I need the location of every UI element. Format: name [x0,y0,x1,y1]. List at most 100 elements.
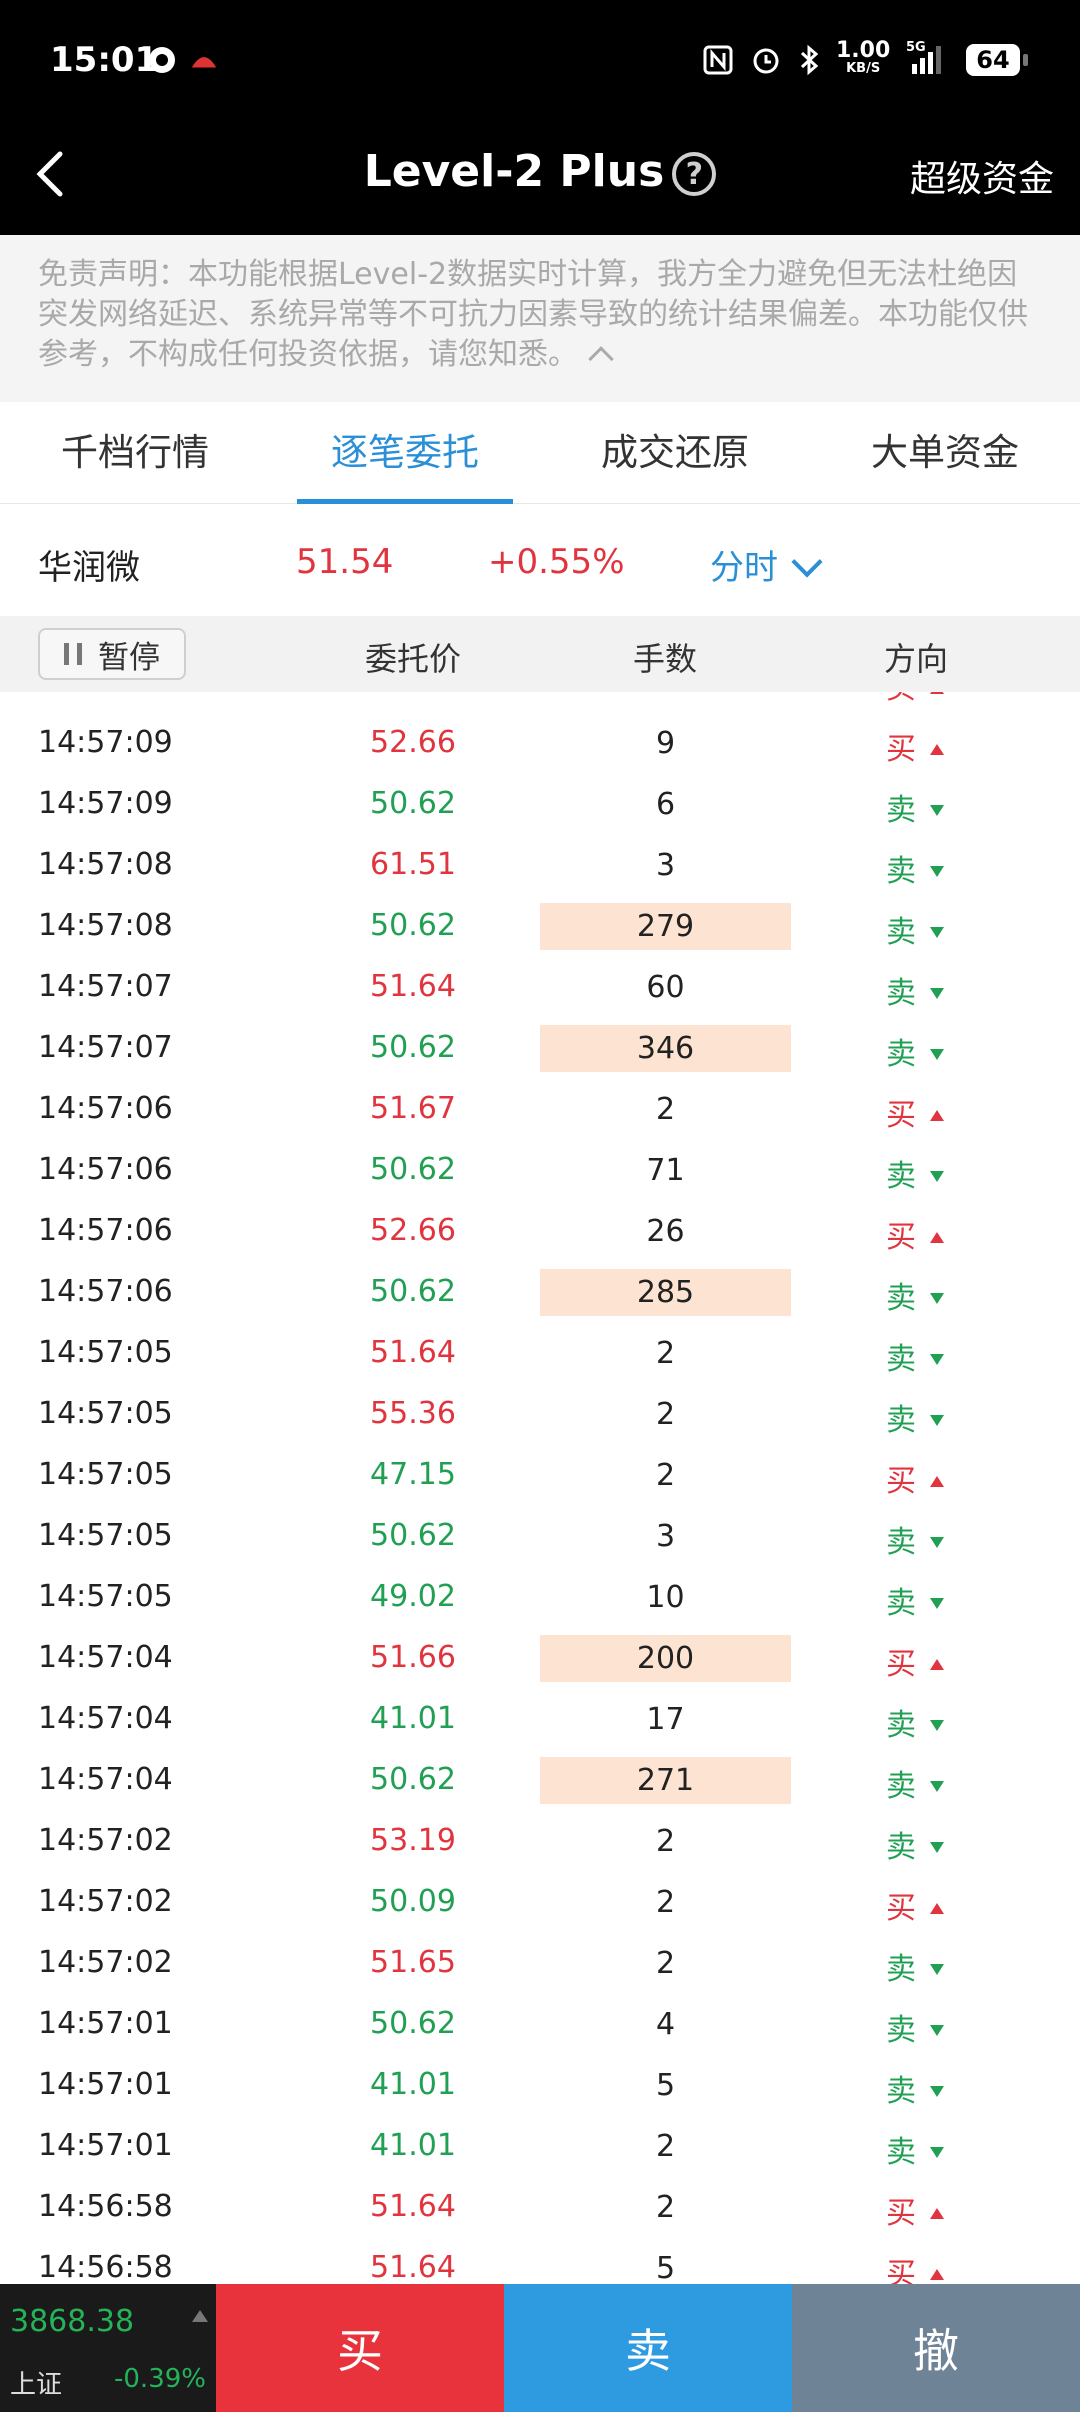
row-direction-label: 买 [886,1464,916,1499]
arrow-down-icon [930,1354,944,1365]
row-time: 14:57:09 [38,786,173,821]
table-row: 14:57:02 53.19 2 卖 [0,1811,1080,1872]
row-time: 14:57:02 [38,1823,173,1858]
row-time: 14:57:01 [38,2006,173,2041]
row-direction-label: 买 [886,2257,916,2284]
row-direction-label: 卖 [886,854,916,889]
super-funds-link[interactable]: 超级资金 [909,159,1054,200]
row-direction-label: 买 [886,1220,916,1255]
row-direction-label: 买 [886,1647,916,1682]
row-time: 14:57:04 [38,1762,173,1797]
row-direction: 卖 [886,2066,944,2110]
table-row: 14:56:58 51.64 5 买 [0,2238,1080,2284]
status-bar: 15:01 1.00 KB/S 5G 64 [0,0,1080,122]
row-qty: 200 [540,1635,791,1682]
row-direction: 卖 [886,907,944,951]
arrow-up-icon [930,692,944,694]
tab-large-order-funds[interactable]: 大单资金 [871,431,1019,474]
tab-bar: 千档行情 逐笔委托 成交还原 大单资金 [0,402,1080,504]
arrow-down-icon [930,1171,944,1182]
row-time: 14:57:06 [38,1274,173,1309]
cancel-order-button[interactable]: 撤 [792,2284,1080,2412]
help-icon[interactable]: ? [672,152,717,196]
row-time: 14:57:06 [38,1152,173,1187]
row-direction: 卖 [886,1761,944,1805]
arrow-up-icon [930,1903,944,1914]
table-row: 14:57:05 51.64 2 卖 [0,1323,1080,1384]
row-qty: 2 [655,2129,676,2164]
tab-order-by-order[interactable]: 逐笔委托 [270,402,540,504]
row-direction-label: 卖 [886,2135,916,2170]
row-price: 55.36 [370,1396,456,1431]
collapse-icon[interactable] [588,346,614,372]
row-price: 52.66 [370,725,456,760]
nfc-icon [702,44,734,76]
stock-name: 华润微 [38,548,140,588]
table-row: 14:57:07 50.62 346 卖 [0,1018,1080,1079]
row-qty: 71 [646,1153,685,1188]
tab-trade-replay[interactable]: 成交还原 [601,431,749,474]
period-selector[interactable]: 分时 [710,540,823,589]
table-row: 14:57:06 50.62 71 卖 [0,1140,1080,1201]
header-qty: 手数 [633,640,698,678]
row-qty: 2 [655,2190,676,2225]
row-qty: 6 [655,787,676,822]
row-direction-label: 买 [886,1098,916,1133]
row-direction: 卖 [886,846,944,890]
back-button[interactable] [22,144,82,204]
index-ticker[interactable]: 3868.38 上证 -0.39% [0,2284,216,2412]
row-direction-label: 卖 [886,2074,916,2109]
row-direction: 买 [886,1456,944,1500]
row-direction-label: 卖 [886,1769,916,1804]
row-price: 51.64 [370,969,456,1004]
arrow-down-icon [930,1049,944,1060]
pause-icon [64,643,82,665]
row-direction: 卖 [886,785,944,829]
stock-change: +0.55% [488,542,625,582]
row-qty: 271 [540,1757,791,1804]
network-speed: 1.00 KB/S [836,38,891,77]
row-qty: 2 [655,1885,676,1920]
index-value: 3868.38 [10,2304,135,2339]
row-direction-label: 卖 [886,1281,916,1316]
row-qty: 279 [540,903,791,950]
row-direction-label: 卖 [886,793,916,828]
row-direction: 卖 [886,1273,944,1317]
row-direction: 卖 [886,1578,944,1622]
arrow-down-icon [930,866,944,877]
row-price: 50.62 [370,1152,456,1187]
order-rows: 14:57:09 51.48 2 买 14:57:09 52.66 9 买 14:57:09 50… [0,692,1080,2284]
tab-depth-quotes[interactable]: 千档行情 [61,431,209,474]
expand-up-icon [192,2310,208,2322]
row-direction-label: 卖 [886,1708,916,1743]
arrow-down-icon [930,927,944,938]
buy-button[interactable]: 买 [216,2284,504,2412]
row-time: 14:57:09 [38,725,173,760]
row-time: 14:56:58 [38,2250,173,2284]
row-direction-label: 买 [886,2196,916,2231]
row-direction: 卖 [886,2127,944,2171]
row-price: 52.66 [370,1213,456,1248]
row-time: 14:57:04 [38,1640,173,1675]
row-price: 50.62 [370,2006,456,2041]
arrow-down-icon [930,1293,944,1304]
order-list[interactable]: 14:57:09 51.48 2 买 14:57:09 52.66 9 买 14:57:09 50… [0,692,1080,2284]
row-direction: 买 [886,1090,944,1134]
row-price: 51.67 [370,1091,456,1126]
row-time: 14:57:05 [38,1457,173,1492]
table-row: 14:57:06 52.66 26 买 [0,1201,1080,1262]
table-row: 14:57:05 47.15 2 买 [0,1445,1080,1506]
row-direction-label: 卖 [886,1830,916,1865]
table-row: 14:57:05 49.02 10 卖 [0,1567,1080,1628]
app-notification-icon [188,44,220,76]
arrow-down-icon [930,1842,944,1853]
row-time: 14:57:01 [38,2128,173,2163]
row-price: 50.62 [370,1762,456,1797]
row-qty: 3 [655,848,676,883]
arrow-up-icon [930,2269,944,2280]
pause-button[interactable]: 暂停 [38,628,186,680]
sell-button[interactable]: 卖 [504,2284,792,2412]
row-time: 14:57:04 [38,1701,173,1736]
disclaimer: 免责声明：本功能根据Level-2数据实时计算，我方全力避免但无法杜绝因突发网络… [0,235,1080,402]
row-qty: 26 [646,1214,685,1249]
